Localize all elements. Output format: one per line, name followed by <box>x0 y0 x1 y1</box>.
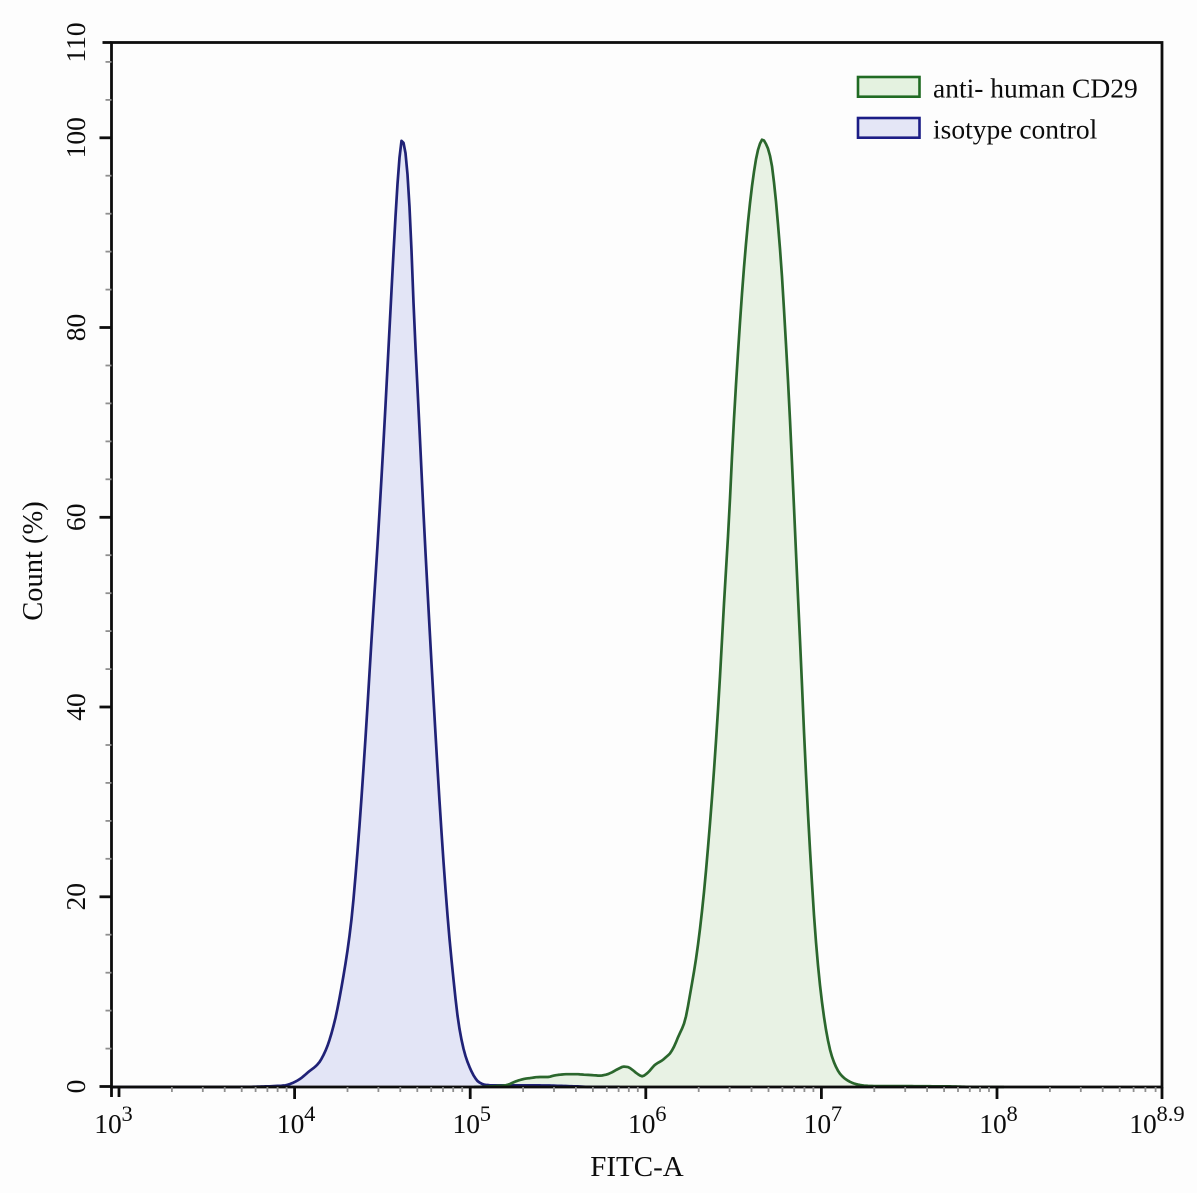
svg-text:10: 10 <box>1129 1108 1157 1139</box>
svg-text:FITC-A: FITC-A <box>590 1151 684 1183</box>
svg-text:100: 100 <box>60 117 91 158</box>
svg-text:40: 40 <box>60 693 91 721</box>
svg-text:0: 0 <box>60 1080 91 1094</box>
svg-text:10: 10 <box>804 1108 832 1139</box>
svg-text:isotype control: isotype control <box>933 114 1098 145</box>
svg-text:anti- human CD29: anti- human CD29 <box>933 73 1138 104</box>
svg-text:8: 8 <box>1007 1101 1018 1126</box>
svg-text:20: 20 <box>60 883 91 911</box>
svg-text:10: 10 <box>94 1108 122 1139</box>
svg-text:10: 10 <box>979 1108 1007 1139</box>
svg-text:3: 3 <box>122 1101 133 1126</box>
svg-text:10: 10 <box>277 1108 305 1139</box>
svg-text:5: 5 <box>480 1101 491 1126</box>
svg-text:80: 80 <box>60 314 91 342</box>
svg-text:60: 60 <box>60 504 91 532</box>
svg-text:7: 7 <box>831 1101 842 1126</box>
svg-text:110: 110 <box>60 22 91 62</box>
svg-text:6: 6 <box>655 1101 666 1126</box>
svg-text:4: 4 <box>304 1101 315 1126</box>
svg-text:10: 10 <box>628 1108 656 1139</box>
svg-text:10: 10 <box>452 1108 480 1139</box>
svg-text:8.9: 8.9 <box>1157 1101 1185 1126</box>
svg-text:Count (%): Count (%) <box>18 501 49 621</box>
